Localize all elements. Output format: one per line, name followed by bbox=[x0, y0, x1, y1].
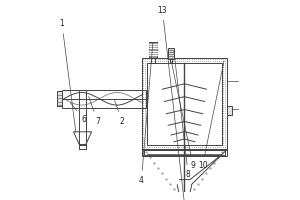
Text: 13: 13 bbox=[158, 6, 184, 200]
Text: 1: 1 bbox=[60, 19, 76, 132]
Bar bbox=[149, 42, 157, 58]
Bar bbox=[57, 91, 62, 106]
Bar bbox=[62, 90, 146, 108]
Bar bbox=[226, 106, 232, 115]
Text: 4: 4 bbox=[139, 43, 153, 185]
Bar bbox=[144, 150, 225, 155]
Bar bbox=[147, 63, 222, 145]
Bar bbox=[170, 59, 172, 63]
Bar bbox=[142, 58, 226, 150]
Text: 8: 8 bbox=[174, 51, 190, 179]
Bar bbox=[142, 149, 226, 156]
Bar bbox=[151, 58, 155, 63]
Text: 9: 9 bbox=[171, 62, 196, 170]
Text: 7: 7 bbox=[89, 97, 100, 126]
Text: 6: 6 bbox=[70, 103, 86, 124]
Bar bbox=[168, 48, 173, 59]
Text: 10: 10 bbox=[198, 61, 224, 170]
Bar bbox=[79, 145, 86, 149]
Text: 2: 2 bbox=[115, 100, 124, 126]
